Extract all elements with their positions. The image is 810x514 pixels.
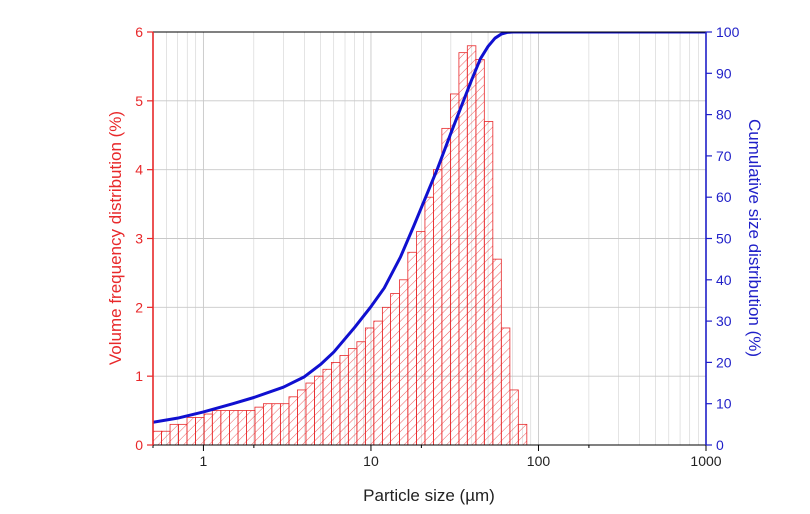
histogram-bar <box>466 45 477 445</box>
histogram-bar <box>500 327 511 445</box>
y-right-tick-label: 80 <box>716 107 732 123</box>
y-axis-left-label: Volume frequency distribution (%) <box>106 111 125 365</box>
histogram-bar <box>178 423 188 445</box>
histogram-bar <box>220 410 230 445</box>
y-right-tick-label: 30 <box>716 313 732 329</box>
histogram-bar <box>288 396 298 445</box>
histogram-bar <box>441 127 451 445</box>
y-right-tick-label: 70 <box>716 148 732 164</box>
histogram-bar <box>339 355 349 445</box>
histogram-bar <box>407 251 417 445</box>
y-right-tick-label: 40 <box>716 272 732 288</box>
histogram-bar <box>381 306 391 445</box>
histogram-bar <box>424 196 434 445</box>
histogram-bar <box>416 231 426 445</box>
histogram-bar <box>211 410 222 445</box>
y-right-tick-label: 10 <box>716 396 732 412</box>
histogram-bar <box>254 406 264 445</box>
histogram-bar <box>492 258 502 445</box>
y-right-tick-label: 50 <box>716 231 732 247</box>
histogram-bars <box>153 45 528 445</box>
histogram-bar <box>475 59 485 445</box>
y-right-tick-label: 90 <box>716 65 732 81</box>
histogram-bar <box>449 93 460 445</box>
histogram-bar <box>203 413 213 445</box>
histogram-bar <box>509 389 519 445</box>
histogram-bar <box>161 430 171 445</box>
histogram-bar <box>390 293 400 445</box>
histogram-bar <box>305 382 315 445</box>
histogram-bar <box>433 169 443 445</box>
y-left-tick-label: 4 <box>135 162 143 178</box>
histogram-bar <box>195 417 205 445</box>
x-tick-label: 10 <box>363 453 379 469</box>
x-axis-label: Particle size (µm) <box>363 486 495 505</box>
y-right-tick-label: 20 <box>716 354 732 370</box>
histogram-bar <box>271 403 281 445</box>
y-left-tick-label: 6 <box>135 24 143 40</box>
y-right-tick-label: 100 <box>716 24 740 40</box>
x-tick-label: 1000 <box>690 453 721 469</box>
histogram-bar <box>279 403 290 445</box>
histogram-bar <box>347 348 358 445</box>
cumulative-line-group <box>153 32 706 424</box>
histogram-bar <box>364 327 375 445</box>
y-right-tick-label: 0 <box>716 437 724 453</box>
y-left-tick-label: 2 <box>135 299 143 315</box>
histogram-bar <box>517 423 528 445</box>
x-tick-label: 1 <box>200 453 208 469</box>
histogram-bar <box>169 423 179 445</box>
histogram-bar <box>356 341 366 445</box>
x-tick-label: 100 <box>527 453 551 469</box>
histogram-bar <box>153 430 162 445</box>
y-left-tick-label: 3 <box>135 231 143 247</box>
histogram-bar <box>262 403 273 445</box>
y-axis-right-label: Cumulative size distribution (%) <box>745 119 764 357</box>
y-right-tick-label: 60 <box>716 189 732 205</box>
histogram-bar <box>186 417 196 445</box>
histogram-bar <box>373 320 383 445</box>
histogram-bar <box>246 410 256 445</box>
histogram-bar <box>237 410 247 445</box>
histogram-bar <box>314 375 324 445</box>
cumulative-line <box>153 32 706 424</box>
y-left-tick-label: 5 <box>135 93 143 109</box>
y-left-tick-label: 0 <box>135 437 143 453</box>
histogram-bar <box>399 279 409 445</box>
histogram-bar <box>331 361 341 445</box>
y-left-tick-label: 1 <box>135 368 143 384</box>
histogram-bar <box>483 121 494 445</box>
histogram-bar <box>297 389 307 445</box>
histogram-bar <box>229 410 239 445</box>
histogram-bar <box>322 368 332 445</box>
